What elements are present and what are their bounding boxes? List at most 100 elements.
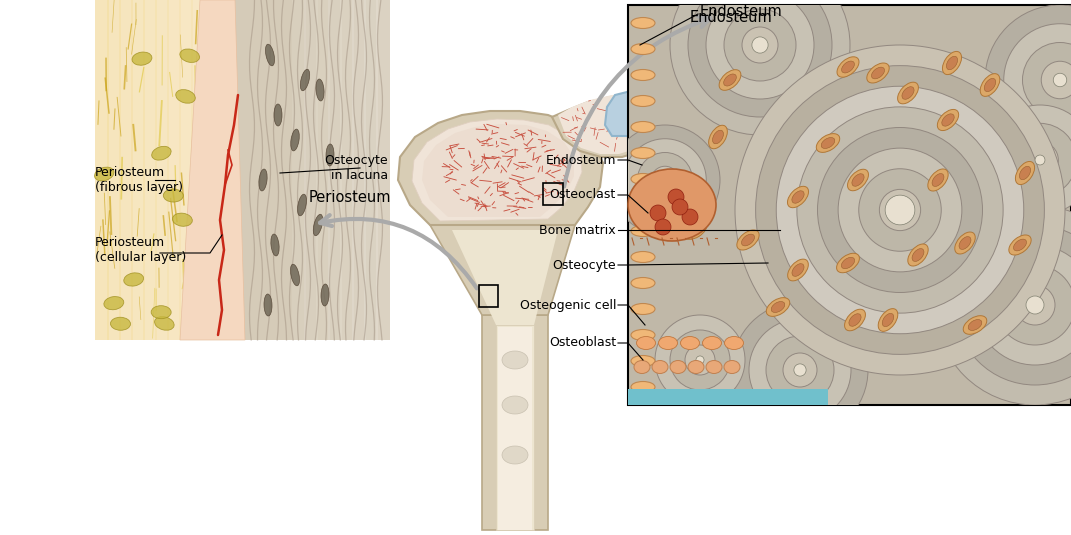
Polygon shape <box>119 0 133 340</box>
Ellipse shape <box>659 337 678 349</box>
Ellipse shape <box>104 296 124 310</box>
Ellipse shape <box>1015 162 1035 185</box>
Ellipse shape <box>631 355 655 366</box>
Ellipse shape <box>631 200 655 210</box>
Ellipse shape <box>741 234 754 246</box>
Bar <box>479 285 498 307</box>
Ellipse shape <box>787 186 809 208</box>
Polygon shape <box>180 0 245 340</box>
Polygon shape <box>179 0 193 340</box>
Ellipse shape <box>963 316 986 334</box>
Ellipse shape <box>631 330 655 340</box>
Text: Osteoblast: Osteoblast <box>548 337 616 349</box>
Ellipse shape <box>266 44 274 66</box>
Ellipse shape <box>670 361 687 373</box>
Circle shape <box>783 353 817 387</box>
Ellipse shape <box>941 114 954 126</box>
Ellipse shape <box>163 189 183 202</box>
Polygon shape <box>482 315 548 530</box>
Circle shape <box>776 86 1024 334</box>
Text: Osteogenic cell: Osteogenic cell <box>519 299 616 311</box>
Circle shape <box>637 152 693 208</box>
Polygon shape <box>131 0 145 340</box>
Ellipse shape <box>851 174 864 186</box>
Ellipse shape <box>631 381 655 393</box>
Circle shape <box>859 169 941 251</box>
Polygon shape <box>155 0 169 340</box>
Ellipse shape <box>628 169 716 241</box>
Ellipse shape <box>290 129 299 151</box>
Text: Periosteum
(fibrous layer): Periosteum (fibrous layer) <box>95 166 183 194</box>
Circle shape <box>985 5 1071 155</box>
Ellipse shape <box>631 96 655 106</box>
Circle shape <box>1022 142 1058 178</box>
Ellipse shape <box>771 302 785 312</box>
Polygon shape <box>203 0 217 340</box>
Ellipse shape <box>631 18 655 28</box>
Ellipse shape <box>709 125 727 149</box>
Ellipse shape <box>274 104 282 126</box>
Ellipse shape <box>300 69 310 91</box>
Polygon shape <box>95 0 109 340</box>
Circle shape <box>995 265 1071 345</box>
Bar <box>543 183 563 205</box>
Ellipse shape <box>838 57 859 77</box>
Ellipse shape <box>968 319 982 331</box>
Circle shape <box>610 125 720 235</box>
Polygon shape <box>498 327 532 530</box>
Circle shape <box>1026 296 1044 314</box>
Ellipse shape <box>712 130 724 144</box>
Circle shape <box>655 219 672 235</box>
Circle shape <box>752 37 768 53</box>
Ellipse shape <box>787 259 809 281</box>
Ellipse shape <box>688 361 704 373</box>
Circle shape <box>749 319 851 421</box>
Ellipse shape <box>631 225 655 236</box>
Polygon shape <box>292 0 306 340</box>
Polygon shape <box>552 95 663 157</box>
Ellipse shape <box>706 361 722 373</box>
Ellipse shape <box>631 121 655 133</box>
Ellipse shape <box>316 79 325 101</box>
Polygon shape <box>227 0 241 340</box>
Circle shape <box>696 356 704 364</box>
Ellipse shape <box>680 337 699 349</box>
Polygon shape <box>328 0 342 340</box>
Polygon shape <box>144 0 157 340</box>
Circle shape <box>735 45 1065 375</box>
Ellipse shape <box>719 70 741 90</box>
Ellipse shape <box>631 148 655 158</box>
Circle shape <box>955 225 1071 385</box>
Circle shape <box>885 195 915 225</box>
Ellipse shape <box>631 251 655 263</box>
Polygon shape <box>220 0 390 340</box>
Circle shape <box>670 0 850 135</box>
Ellipse shape <box>878 309 897 331</box>
Ellipse shape <box>847 169 869 191</box>
Ellipse shape <box>326 144 334 166</box>
Ellipse shape <box>652 361 668 373</box>
Ellipse shape <box>683 220 707 239</box>
Ellipse shape <box>866 63 889 83</box>
Polygon shape <box>422 124 574 217</box>
Text: Endosteum: Endosteum <box>690 10 773 25</box>
Ellipse shape <box>821 137 834 149</box>
Circle shape <box>1053 73 1067 87</box>
Ellipse shape <box>980 74 1000 96</box>
Ellipse shape <box>902 87 914 100</box>
Ellipse shape <box>631 278 655 288</box>
Ellipse shape <box>1009 235 1031 255</box>
Ellipse shape <box>927 169 948 191</box>
Ellipse shape <box>908 244 929 266</box>
Circle shape <box>706 0 814 99</box>
Ellipse shape <box>502 396 528 414</box>
Polygon shape <box>304 0 318 340</box>
Ellipse shape <box>724 74 737 86</box>
Ellipse shape <box>631 303 655 315</box>
Circle shape <box>651 166 679 194</box>
Ellipse shape <box>836 253 859 273</box>
Ellipse shape <box>298 194 306 216</box>
Ellipse shape <box>271 234 280 256</box>
Circle shape <box>985 105 1071 215</box>
Polygon shape <box>340 0 355 340</box>
